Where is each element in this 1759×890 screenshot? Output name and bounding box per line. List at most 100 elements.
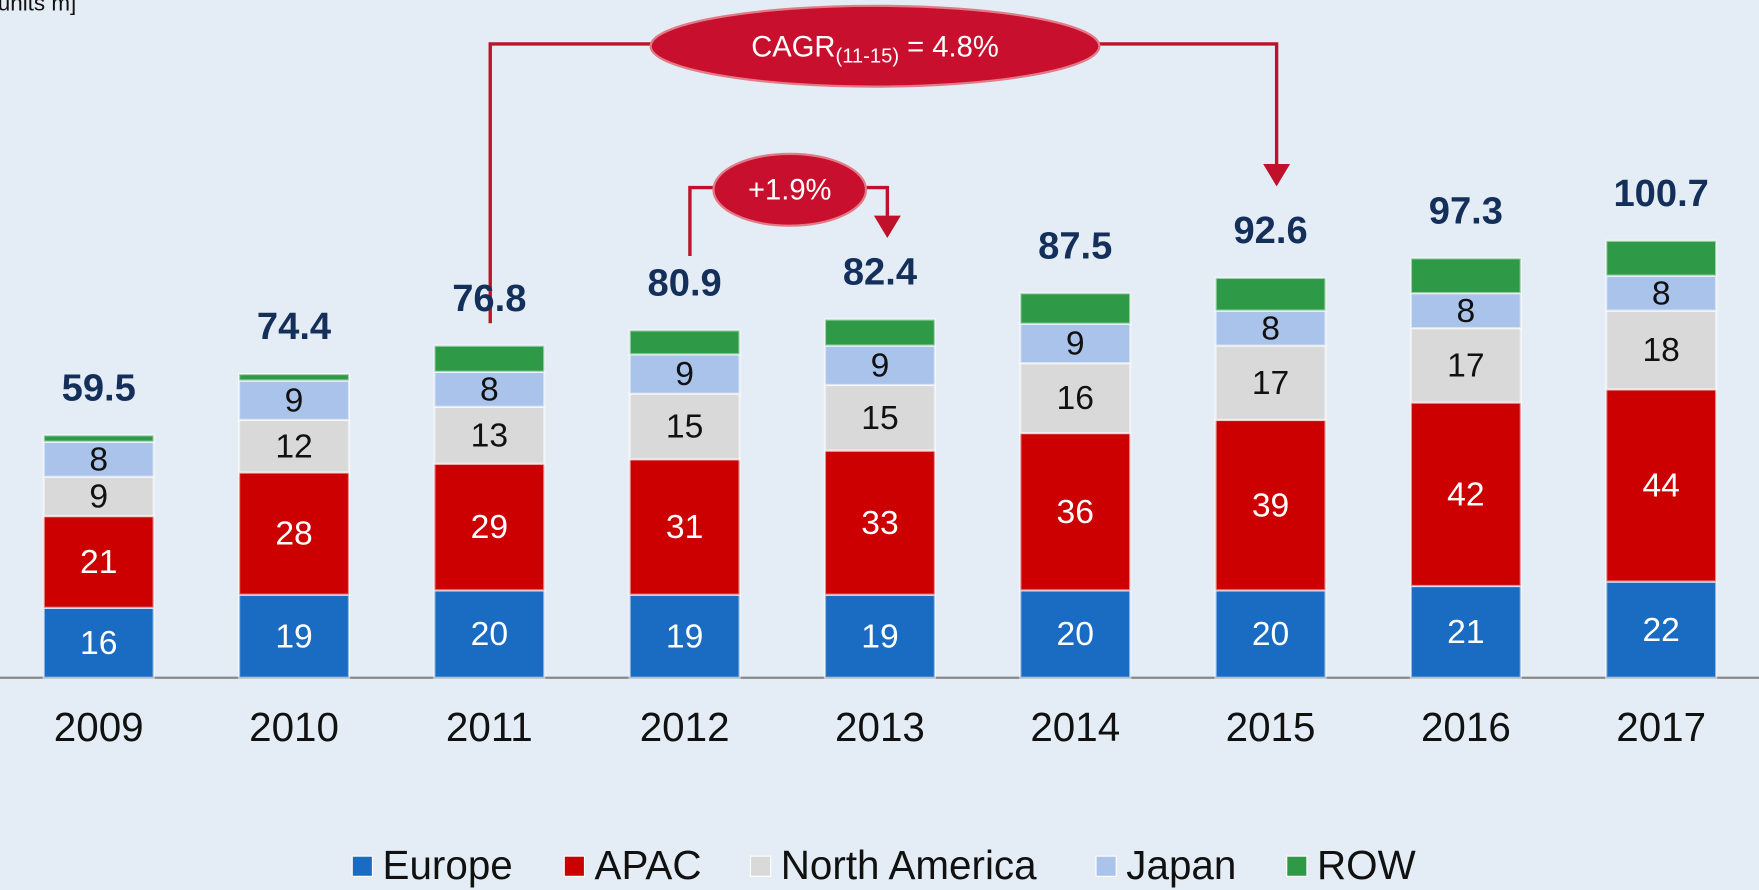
bar-segment — [628, 593, 741, 679]
segment-label: 21 — [80, 544, 117, 581]
bar-segment — [823, 383, 937, 452]
segment-label: 16 — [80, 625, 117, 662]
bar-segment — [433, 405, 546, 465]
x-tick-label: 2017 — [1616, 704, 1706, 750]
bar-segment — [1019, 292, 1132, 325]
bar-segment — [1409, 292, 1522, 330]
legend-swatch — [749, 855, 772, 877]
segment-label: 39 — [1252, 487, 1289, 524]
bar-segment — [42, 514, 155, 609]
legend-label: ROW — [1317, 842, 1416, 888]
bar-segment — [1214, 309, 1327, 347]
bar-segment — [42, 606, 155, 679]
total-label: 82.4 — [843, 251, 917, 294]
bar-segment — [237, 372, 351, 382]
connector-line — [861, 185, 890, 221]
unit-note: units m] — [0, 0, 76, 16]
bar-segment — [823, 449, 937, 596]
segment-label: 9 — [871, 347, 890, 384]
segment-label: 31 — [666, 509, 703, 546]
bar-segment — [1019, 589, 1132, 679]
bar-segment — [1409, 257, 1522, 295]
arrow-head — [1263, 163, 1291, 187]
bar-segment — [433, 370, 546, 408]
segment-label: 42 — [1447, 476, 1484, 513]
connector-line — [1093, 42, 1279, 169]
segment-label: 20 — [471, 616, 508, 653]
total-label: 100.7 — [1613, 172, 1708, 215]
segment-label: 17 — [1447, 347, 1484, 384]
segment-label: 16 — [1057, 380, 1094, 417]
bar-segment — [1214, 418, 1327, 592]
bar-segment — [237, 379, 351, 422]
segment-label: 20 — [1252, 616, 1289, 653]
bar-segment — [1409, 401, 1522, 588]
cagr-connector — [488, 42, 1279, 324]
bar-segment — [433, 589, 546, 679]
segment-label: 8 — [89, 441, 108, 478]
x-tick-label: 2009 — [54, 704, 144, 750]
segment-label: 9 — [675, 356, 694, 393]
x-tick-label: 2016 — [1421, 704, 1511, 750]
cagr-suffix: = 4.8% — [899, 31, 999, 63]
bar-segment — [1605, 309, 1718, 391]
segment-label: 17 — [1252, 365, 1289, 402]
bar-segment — [1605, 580, 1718, 679]
segment-label: 20 — [1057, 616, 1094, 653]
yoy-badge — [712, 152, 868, 227]
segment-label: 8 — [1457, 293, 1476, 330]
bar-segment — [42, 440, 155, 478]
connector-line — [688, 185, 718, 256]
x-tick-label: 2011 — [446, 704, 533, 750]
total-label: 92.6 — [1233, 209, 1307, 252]
bar-segment — [433, 462, 546, 592]
cagr-label: CAGR(11-15) = 4.8% — [751, 31, 999, 68]
segment-label: 8 — [480, 371, 499, 408]
legend-label: Japan — [1126, 842, 1236, 888]
bar-segment — [1409, 584, 1522, 679]
bar-segment — [628, 329, 741, 356]
yoy-label: +1.9% — [748, 175, 831, 207]
arrow-head — [873, 215, 901, 239]
segment-label: 44 — [1642, 468, 1679, 505]
bar-segment — [823, 344, 937, 387]
total-label: 80.9 — [648, 262, 722, 305]
bar-segment — [42, 475, 155, 518]
x-tick-label: 2010 — [249, 704, 339, 750]
bar-segment — [433, 344, 546, 373]
legend-label: APAC — [595, 842, 702, 888]
segment-label: 9 — [89, 479, 108, 516]
bar-segment — [1019, 322, 1132, 365]
segment-label: 36 — [1057, 494, 1094, 531]
x-tick-label: 2013 — [835, 704, 925, 750]
segment-label: 9 — [285, 382, 304, 419]
legend-label: North America — [781, 842, 1037, 888]
segment-label: 9 — [1066, 326, 1085, 363]
segment-label: 8 — [1261, 310, 1280, 347]
bar-segment — [1019, 431, 1132, 592]
legend-swatch — [1095, 855, 1117, 877]
segment-label: 13 — [471, 417, 508, 454]
bar-segment — [1605, 274, 1718, 312]
total-label: 59.5 — [62, 366, 136, 409]
segment-label: 8 — [1652, 275, 1671, 312]
segment-label: 12 — [275, 428, 312, 465]
total-label: 76.8 — [452, 277, 526, 320]
legend-label: Europe — [383, 842, 513, 888]
segment-label: 22 — [1642, 612, 1679, 649]
bar-segment — [628, 458, 741, 596]
legend-swatch — [563, 855, 586, 877]
cagr-badge — [649, 4, 1101, 88]
x-tick-label: 2012 — [640, 704, 730, 750]
bar-segment — [1214, 276, 1327, 312]
bar-segment — [42, 434, 155, 443]
total-label: 74.4 — [257, 305, 331, 348]
segment-label: 15 — [861, 400, 898, 437]
cagr-text: CAGR — [751, 31, 835, 63]
bar-segment — [823, 318, 937, 347]
segment-label: 19 — [666, 618, 703, 655]
segment-label: 18 — [1642, 332, 1679, 369]
segment-label: 21 — [1447, 614, 1484, 651]
segment-label: 19 — [275, 618, 312, 655]
bar-segment — [1019, 362, 1132, 435]
